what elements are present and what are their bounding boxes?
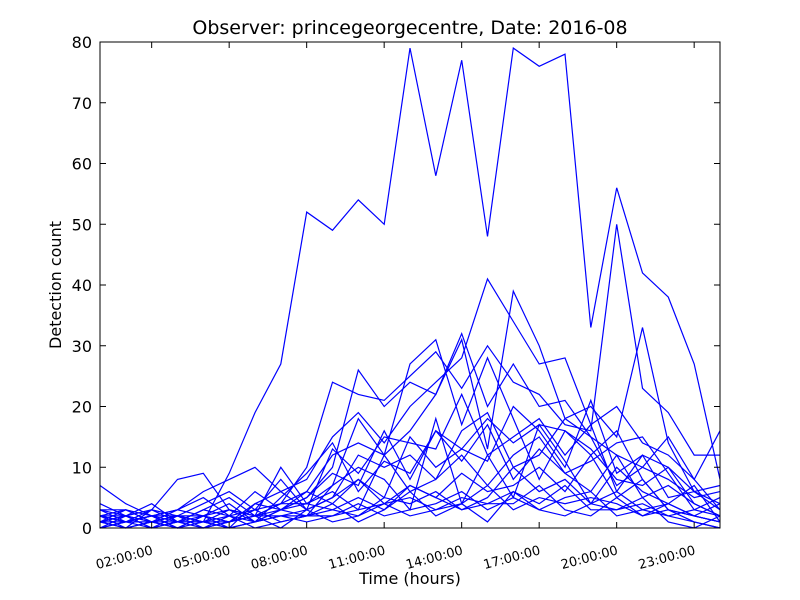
y-tick-label: 80 <box>72 33 92 52</box>
y-tick-label: 50 <box>72 215 92 234</box>
x-tick-label: 23:00:00 <box>637 543 697 573</box>
y-tick-label: 70 <box>72 94 92 113</box>
x-tick-label: 05:00:00 <box>172 543 232 573</box>
y-tick-label: 20 <box>72 398 92 417</box>
series-line-9 <box>99 411 721 523</box>
x-tick-label: 08:00:00 <box>249 543 309 573</box>
y-axis-label: Detection count <box>46 221 65 349</box>
series-line-4 <box>99 289 721 529</box>
y-axis: 0 10 20 30 40 50 60 70 80 <box>72 33 720 538</box>
series-lines <box>99 47 721 529</box>
series-line-13 <box>99 416 721 523</box>
x-axis-label: Time (hours) <box>358 569 461 588</box>
y-tick-label: 10 <box>72 458 92 477</box>
y-tick-label: 60 <box>72 155 92 174</box>
x-tick-label: 17:00:00 <box>482 543 542 573</box>
series-line-20 <box>99 490 721 529</box>
y-tick-label: 30 <box>72 337 92 356</box>
y-tick-label: 40 <box>72 276 92 295</box>
series-line-6 <box>99 338 721 529</box>
x-tick-label: 02:00:00 <box>94 543 154 573</box>
y-tick-label: 0 <box>82 519 92 538</box>
chart-title: Observer: princegeorgecentre, Date: 2016… <box>192 17 627 39</box>
x-tick-label: 20:00:00 <box>559 543 619 573</box>
